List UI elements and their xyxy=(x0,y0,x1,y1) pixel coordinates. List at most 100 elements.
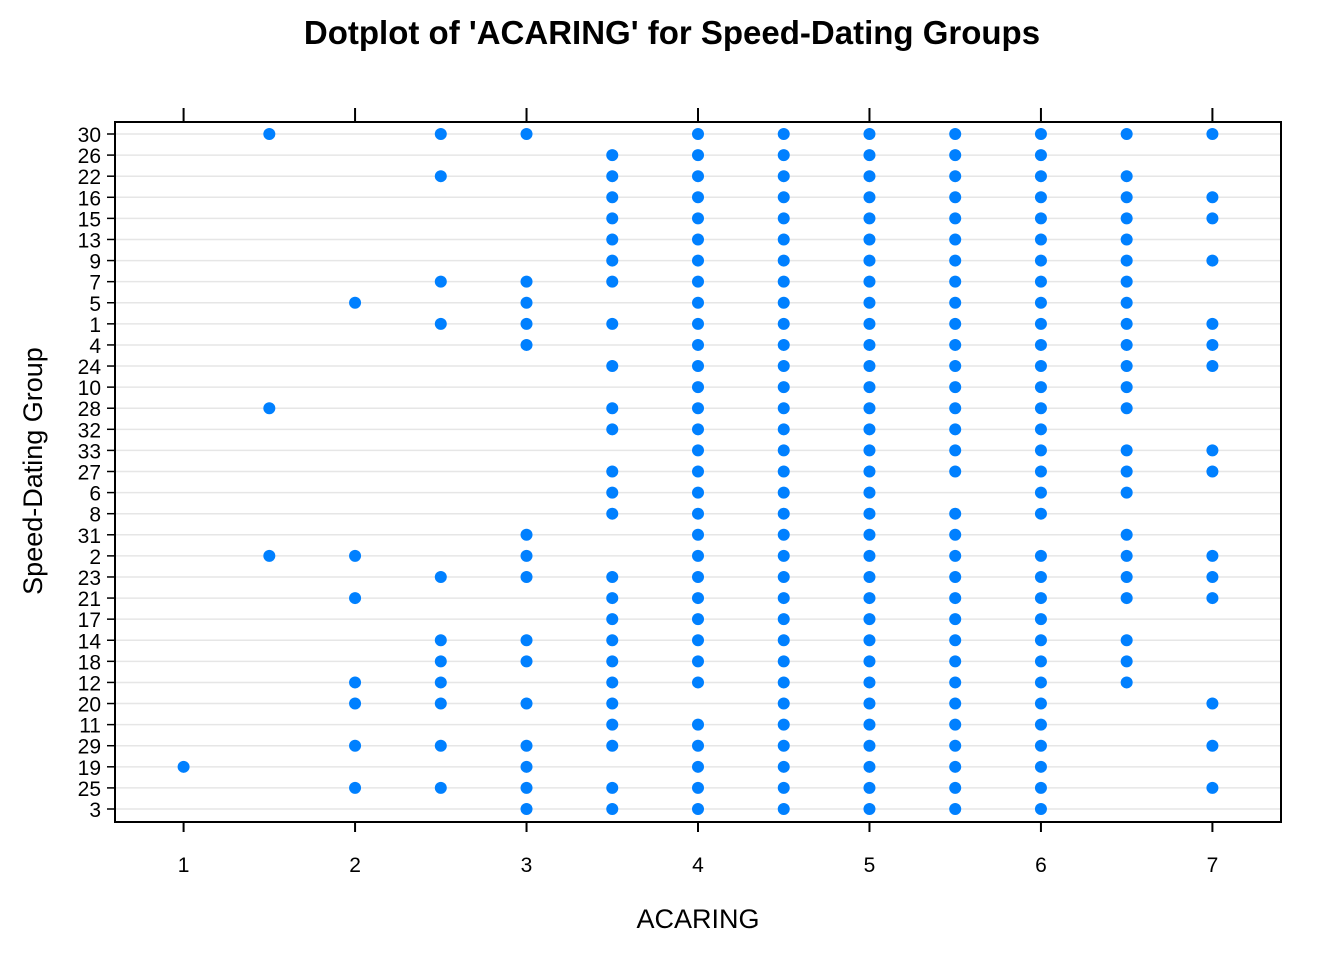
data-point xyxy=(606,317,619,330)
data-point xyxy=(1120,592,1133,605)
data-point xyxy=(606,803,619,815)
data-point xyxy=(692,549,704,562)
data-point xyxy=(349,592,362,605)
data-point xyxy=(949,360,962,373)
data-point xyxy=(606,718,619,731)
data-point xyxy=(1034,697,1047,710)
data-point xyxy=(349,739,362,752)
y-tick-label: 26 xyxy=(78,145,101,168)
data-point xyxy=(949,444,962,457)
data-point xyxy=(606,360,619,373)
data-point xyxy=(1120,338,1133,351)
data-point xyxy=(1034,507,1047,520)
y-tick-label: 30 xyxy=(78,124,101,147)
data-point xyxy=(863,507,876,520)
data-point xyxy=(1120,275,1133,288)
data-point xyxy=(434,697,447,710)
y-tick-label: 13 xyxy=(78,229,101,252)
data-point xyxy=(349,781,362,794)
data-point xyxy=(520,634,533,647)
data-point xyxy=(777,760,790,773)
y-tick-label: 17 xyxy=(78,609,101,632)
data-point xyxy=(1206,317,1219,330)
data-point xyxy=(1034,781,1047,794)
data-point xyxy=(777,718,790,731)
data-point xyxy=(1206,465,1219,478)
x-tick-label: 2 xyxy=(349,854,361,877)
data-point xyxy=(863,317,876,330)
data-point xyxy=(263,402,276,415)
data-point xyxy=(777,128,790,140)
data-point xyxy=(777,317,790,330)
x-axis-label: ACARING xyxy=(636,904,759,934)
data-point xyxy=(863,149,876,162)
data-point xyxy=(1120,360,1133,373)
data-point xyxy=(263,549,276,562)
data-point xyxy=(863,296,876,309)
data-point xyxy=(863,697,876,710)
data-point xyxy=(863,781,876,794)
data-point xyxy=(949,191,962,204)
data-point xyxy=(949,317,962,330)
data-point xyxy=(1120,444,1133,457)
data-point xyxy=(863,803,876,815)
y-tick-label: 9 xyxy=(89,251,101,274)
data-point xyxy=(1206,592,1219,605)
data-point xyxy=(1034,444,1047,457)
data-point xyxy=(949,781,962,794)
data-point xyxy=(949,149,962,162)
data-point xyxy=(1034,360,1047,373)
data-point xyxy=(692,781,704,794)
data-point xyxy=(949,170,962,183)
data-point xyxy=(1120,676,1133,689)
data-point xyxy=(692,423,704,436)
y-tick-label: 11 xyxy=(79,715,101,738)
data-point xyxy=(863,549,876,562)
data-point xyxy=(606,570,619,583)
data-point xyxy=(434,634,447,647)
data-point xyxy=(1206,781,1219,794)
data-point xyxy=(606,697,619,710)
data-point xyxy=(777,507,790,520)
data-point xyxy=(520,803,533,815)
data-point xyxy=(520,296,533,309)
data-point xyxy=(777,739,790,752)
chart-title: Dotplot of 'ACARING' for Speed-Dating Gr… xyxy=(304,14,1040,51)
data-point xyxy=(692,803,704,815)
y-tick-label: 2 xyxy=(89,546,101,569)
data-point xyxy=(1034,170,1047,183)
data-point xyxy=(777,486,790,499)
data-point xyxy=(1206,128,1219,140)
y-tick-label: 6 xyxy=(89,483,101,506)
data-point xyxy=(949,275,962,288)
data-point xyxy=(777,402,790,415)
data-point xyxy=(692,655,704,668)
data-point xyxy=(692,634,704,647)
data-point xyxy=(949,465,962,478)
x-tick-label: 7 xyxy=(1207,854,1219,877)
data-point xyxy=(863,128,876,140)
data-point xyxy=(949,528,962,541)
data-point xyxy=(520,760,533,773)
data-point xyxy=(949,381,962,394)
data-point xyxy=(777,655,790,668)
data-point xyxy=(692,296,704,309)
data-point xyxy=(520,128,533,140)
data-point xyxy=(777,803,790,815)
data-point xyxy=(692,317,704,330)
data-point xyxy=(520,697,533,710)
data-point xyxy=(1034,233,1047,246)
y-tick-label: 23 xyxy=(78,567,101,590)
data-point xyxy=(777,254,790,267)
y-tick-label: 33 xyxy=(78,440,101,463)
data-point xyxy=(434,570,447,583)
data-point xyxy=(949,613,962,626)
data-point xyxy=(777,381,790,394)
data-point xyxy=(863,760,876,773)
data-point xyxy=(1206,338,1219,351)
data-point xyxy=(863,739,876,752)
y-tick-label: 15 xyxy=(78,208,101,231)
data-point xyxy=(863,360,876,373)
y-tick-label: 8 xyxy=(89,504,101,527)
data-point xyxy=(863,486,876,499)
